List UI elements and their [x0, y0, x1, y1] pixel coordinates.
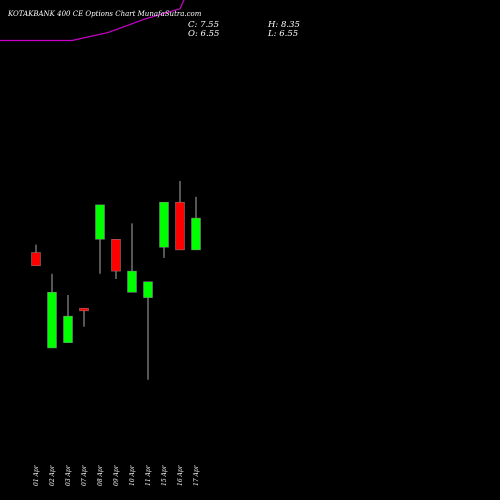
candle-08-apr	[95, 204, 105, 274]
candle-11-apr	[143, 281, 153, 380]
candles	[31, 181, 201, 380]
candle-body	[63, 315, 73, 343]
candle-body	[143, 281, 153, 298]
candle-body	[175, 201, 185, 251]
candle-body	[31, 252, 41, 267]
candle-09-apr	[111, 239, 121, 280]
x-tick-label: 15 Apr	[161, 464, 168, 486]
candle-body	[159, 201, 169, 248]
x-tick-label: 02 Apr	[49, 464, 56, 486]
x-tick-label: 16 Apr	[177, 464, 184, 486]
x-tick-label: 03 Apr	[65, 464, 72, 486]
candle-15-apr	[159, 201, 169, 258]
candle-03-apr	[63, 294, 73, 343]
low-value: L: 6.55	[268, 29, 299, 39]
x-tick-label: 17 Apr	[193, 464, 200, 486]
candle-body	[127, 270, 137, 293]
candle-body	[111, 239, 121, 272]
x-tick-label: 07 Apr	[81, 464, 88, 486]
candle-body	[79, 307, 89, 312]
candle-16-apr	[175, 181, 185, 251]
indicator-line-2	[0, 0, 185, 42]
indicator-lines	[0, 0, 185, 42]
candle-17-apr	[191, 196, 201, 251]
x-tick-label: 11 Apr	[145, 464, 152, 486]
close-value: C: 7.55	[188, 20, 219, 30]
x-tick-label: 01 Apr	[33, 464, 40, 486]
candle-body	[47, 292, 57, 349]
x-tick-label: 08 Apr	[97, 464, 104, 486]
candle-01-apr	[31, 244, 41, 267]
x-tick-label: 09 Apr	[113, 464, 120, 486]
candle-10-apr	[127, 223, 137, 293]
x-tick-label: 10 Apr	[129, 464, 136, 486]
x-axis-labels: 01 Apr 02 Apr 03 Apr 07 Apr 08 Apr 09 Apr 10 A…	[33, 464, 200, 486]
high-value: H: 8.35	[268, 20, 300, 30]
candle-07-apr	[79, 307, 89, 327]
chart-title: KOTAKBANK 400 CE Options Chart MunafaSut…	[8, 10, 202, 18]
candle-body	[95, 204, 105, 240]
candle-body	[191, 217, 201, 251]
open-value: O: 6.55	[188, 29, 220, 39]
candle-02-apr	[47, 273, 57, 349]
